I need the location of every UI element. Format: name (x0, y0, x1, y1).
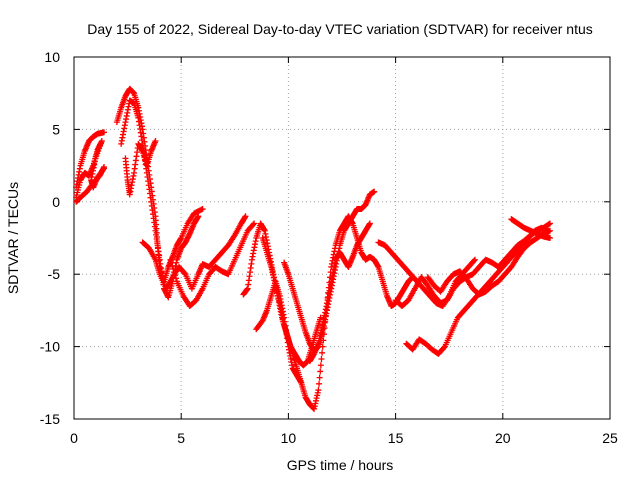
series-arc-12 (281, 188, 378, 354)
data-point (172, 272, 179, 279)
y-tick-label: -5 (48, 266, 61, 282)
data-point (316, 380, 323, 387)
y-tick-labels: -15 -10 -5 0 5 10 (40, 49, 60, 427)
x-tick-label: 20 (495, 430, 511, 446)
data-point (315, 387, 322, 394)
data-point (169, 262, 176, 269)
data-point (317, 368, 324, 375)
y-tick-label: 10 (44, 49, 60, 65)
data-point (546, 235, 553, 241)
y-axis-label: SDTVAR / TECUs (5, 182, 21, 294)
series-arc-5 (118, 97, 202, 301)
data-point (170, 266, 177, 273)
data-point (546, 227, 553, 234)
data-point (371, 188, 378, 195)
data-point (251, 220, 258, 227)
y-tick-label: 5 (52, 121, 60, 137)
x-tick-label: 5 (177, 430, 185, 446)
y-tick-label: 0 (52, 194, 60, 210)
data-point (319, 349, 326, 356)
data-point (242, 213, 249, 220)
series-arc-8 (167, 220, 258, 310)
series-arc-1 (73, 129, 108, 191)
axis-ticks (73, 56, 611, 420)
data-point (440, 344, 447, 351)
plot-frame (73, 56, 611, 420)
data-point (317, 314, 324, 321)
data-point (471, 257, 478, 264)
x-tick-label: 25 (602, 430, 618, 446)
data-point (172, 275, 179, 282)
y-tick-label: -15 (40, 411, 60, 427)
data-point (316, 374, 323, 381)
data-point (366, 220, 373, 227)
data-point (317, 362, 324, 369)
series-arc-6 (122, 137, 159, 198)
data-point (199, 206, 206, 213)
series-arc-13 (306, 220, 373, 365)
data-point (546, 220, 553, 227)
data-point (171, 269, 178, 276)
y-tick-label: -10 (40, 339, 60, 355)
x-tick-label: 15 (388, 430, 404, 446)
series-arc-18 (508, 216, 553, 241)
data-point (250, 221, 257, 228)
data-point (471, 256, 478, 263)
x-tick-label: 0 (70, 430, 78, 446)
data-marks (73, 85, 553, 412)
data-point (152, 137, 159, 144)
data-point (181, 270, 188, 277)
data-point (167, 256, 174, 263)
x-tick-label: 10 (281, 430, 297, 446)
data-point (195, 213, 202, 220)
x-tick-labels: 0 5 10 15 20 25 (70, 430, 618, 446)
data-point (318, 356, 325, 363)
series-arc-7 (139, 213, 249, 292)
x-axis-label: GPS time / hours (287, 457, 394, 473)
series-arc-3 (73, 164, 108, 205)
chart-title: Day 155 of 2022, Sidereal Day-to-day VTE… (87, 21, 593, 37)
data-point (101, 129, 108, 136)
data-point (168, 259, 175, 266)
data-point (101, 164, 108, 171)
